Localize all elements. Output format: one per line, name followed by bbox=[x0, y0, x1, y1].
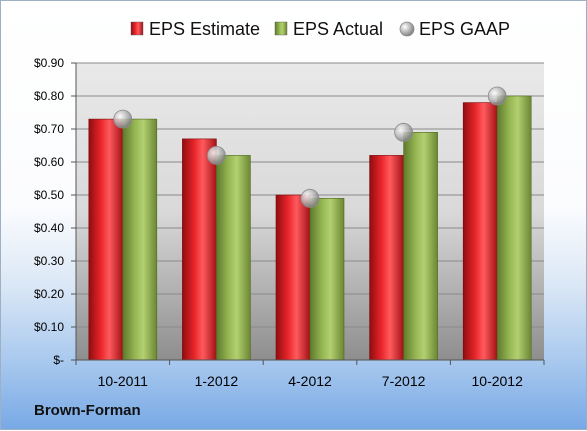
legend-swatch bbox=[130, 21, 144, 36]
legend-label: EPS GAAP bbox=[419, 19, 510, 39]
y-tick-label: $- bbox=[53, 353, 64, 367]
x-axis: 10-2011 1-2012 4-2012 7-2012 10-2012 bbox=[75, 359, 545, 389]
gaap-marker bbox=[113, 109, 133, 129]
gaap-marker bbox=[300, 188, 320, 208]
y-tick-label: $0.20 bbox=[34, 287, 64, 301]
actual-bar bbox=[216, 155, 251, 361]
x-tick-label: 10-2011 bbox=[98, 373, 149, 389]
y-tick-label: $0.10 bbox=[34, 320, 64, 334]
legend: EPS Estimate EPS Actual EPS GAAP bbox=[130, 19, 510, 39]
legend-label: EPS Estimate bbox=[149, 19, 260, 39]
y-tick-label: $0.60 bbox=[34, 155, 64, 169]
y-tick-label: $0.70 bbox=[34, 122, 64, 136]
x-tick-label: 1-2012 bbox=[195, 373, 239, 389]
x-tick-label: 4-2012 bbox=[288, 373, 332, 389]
legend-marker bbox=[399, 21, 415, 37]
actual-bar bbox=[496, 95, 532, 361]
x-tick-label: 10-2012 bbox=[472, 373, 524, 389]
y-tick-label: $0.50 bbox=[34, 188, 64, 202]
gaap-markers bbox=[113, 86, 507, 208]
actual-bar bbox=[403, 132, 438, 361]
company-name: Brown-Forman bbox=[34, 402, 141, 419]
estimate-bar bbox=[369, 155, 404, 361]
y-tick-label: $0.90 bbox=[34, 56, 64, 70]
y-tick-label: $0.80 bbox=[34, 89, 64, 103]
y-tick-label: $0.30 bbox=[34, 254, 64, 268]
estimate-bar bbox=[88, 118, 124, 361]
gaap-marker bbox=[487, 86, 507, 106]
legend-label: EPS Actual bbox=[293, 19, 383, 39]
legend-swatch bbox=[274, 21, 288, 36]
gaap-marker bbox=[394, 122, 414, 142]
estimate-bar bbox=[275, 194, 311, 361]
estimate-bar bbox=[462, 102, 498, 361]
actual-bar bbox=[122, 118, 158, 361]
y-tick-label: $0.40 bbox=[34, 221, 64, 235]
bars bbox=[88, 95, 532, 361]
x-tick-label: 7-2012 bbox=[382, 373, 426, 389]
gaap-marker bbox=[206, 145, 226, 165]
estimate-bar bbox=[182, 138, 217, 361]
y-axis: $- $0.10 $0.20 $0.30 $0.40 $0.50 $0.60 $0.70 $0.… bbox=[34, 56, 77, 367]
actual-bar bbox=[309, 198, 345, 361]
